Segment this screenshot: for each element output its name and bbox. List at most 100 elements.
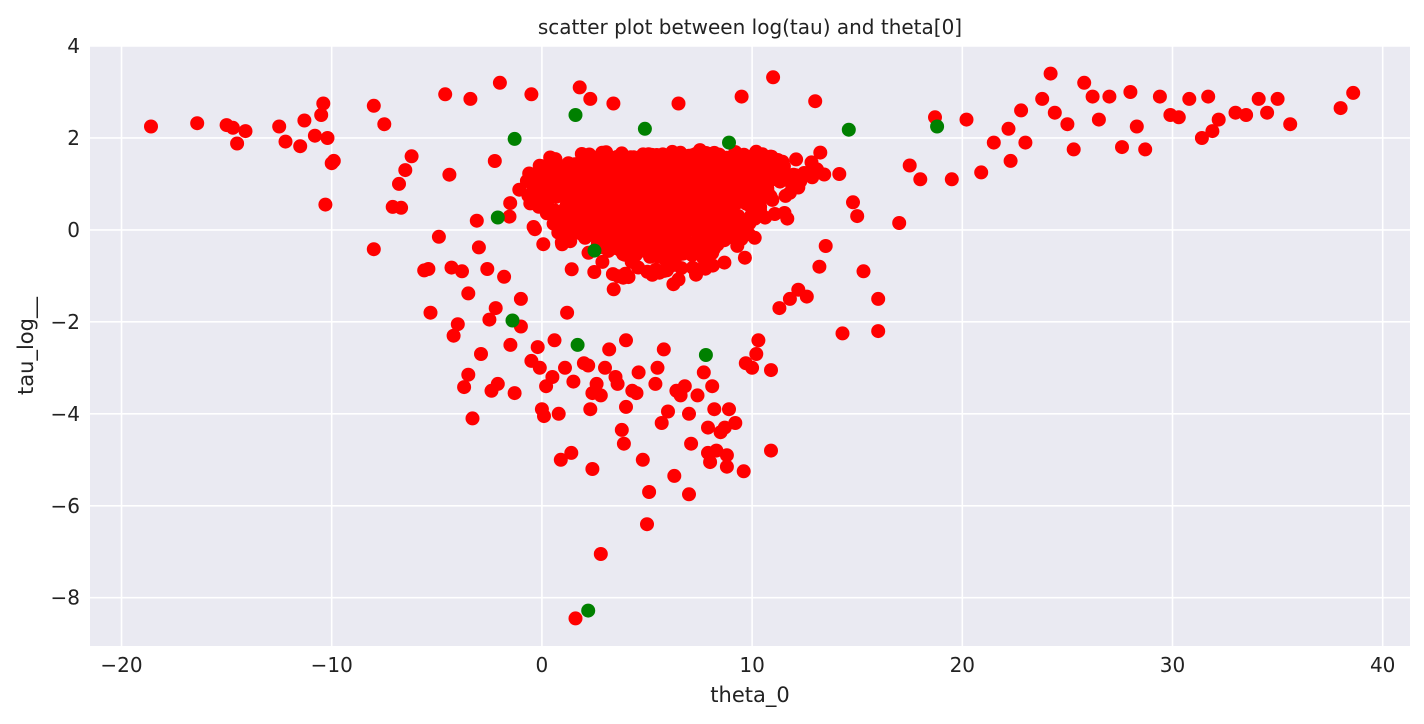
red-point bbox=[1014, 103, 1029, 118]
red-point bbox=[610, 376, 625, 391]
dense-point bbox=[607, 165, 622, 180]
red-point bbox=[728, 416, 743, 430]
red-point bbox=[144, 119, 158, 134]
green-point bbox=[930, 119, 945, 134]
dense-point bbox=[673, 201, 687, 216]
dense-point bbox=[583, 186, 598, 201]
red-point bbox=[818, 239, 833, 253]
dense-point bbox=[741, 177, 756, 192]
red-point bbox=[959, 112, 974, 127]
red-point bbox=[553, 452, 568, 467]
dense-point bbox=[678, 231, 693, 246]
red-point bbox=[564, 445, 579, 460]
dense-point bbox=[681, 181, 696, 195]
red-point bbox=[1239, 108, 1254, 122]
red-point bbox=[1205, 124, 1220, 139]
dense-point bbox=[606, 282, 621, 297]
red-point bbox=[316, 96, 331, 111]
dense-point bbox=[767, 207, 782, 221]
red-point bbox=[696, 365, 711, 380]
red-point bbox=[530, 340, 545, 355]
red-point bbox=[749, 347, 764, 361]
dense-point-cloud bbox=[487, 143, 847, 297]
red-point bbox=[482, 312, 497, 327]
red-point bbox=[461, 286, 476, 301]
green-point bbox=[581, 603, 596, 618]
red-point bbox=[766, 70, 781, 85]
dense-point bbox=[688, 210, 703, 225]
dense-point bbox=[571, 190, 586, 205]
dense-point bbox=[689, 262, 704, 277]
red-point bbox=[682, 406, 696, 421]
red-point bbox=[677, 379, 692, 394]
red-point bbox=[650, 360, 665, 375]
red-point bbox=[635, 452, 650, 467]
red-point bbox=[238, 124, 253, 139]
dense-point bbox=[700, 238, 715, 252]
red-point bbox=[614, 422, 629, 437]
dense-point bbox=[718, 202, 732, 217]
green-point bbox=[637, 121, 652, 136]
red-point bbox=[190, 116, 205, 131]
y-tick-label: 0 bbox=[67, 218, 80, 242]
dense-point bbox=[775, 166, 790, 181]
red-point bbox=[392, 176, 406, 191]
dense-point bbox=[671, 272, 686, 287]
red-point bbox=[272, 119, 287, 134]
red-point bbox=[446, 328, 461, 343]
x-axis-ticks: −20 −10 0 10 20 30 40 bbox=[100, 653, 1395, 677]
dense-point bbox=[813, 145, 828, 160]
y-tick-label: 2 bbox=[67, 126, 80, 150]
green-point bbox=[841, 122, 856, 137]
red-point bbox=[690, 388, 705, 403]
red-point bbox=[568, 611, 583, 626]
red-point bbox=[1066, 142, 1081, 157]
red-point bbox=[585, 462, 600, 476]
dense-point bbox=[627, 233, 642, 248]
red-point bbox=[764, 363, 778, 378]
red-point bbox=[871, 324, 886, 339]
red-point bbox=[642, 485, 657, 499]
red-point bbox=[1152, 89, 1167, 104]
red-point bbox=[1003, 153, 1018, 168]
red-point bbox=[1228, 105, 1243, 120]
red-point bbox=[913, 172, 928, 187]
red-point bbox=[986, 135, 1001, 150]
red-point bbox=[1283, 117, 1298, 132]
red-point bbox=[442, 167, 457, 182]
y-tick-label: 4 bbox=[67, 34, 80, 58]
red-point bbox=[1138, 142, 1153, 157]
red-point bbox=[537, 409, 551, 424]
red-point bbox=[469, 213, 484, 228]
red-point bbox=[497, 269, 512, 284]
x-axis-label: theta_0 bbox=[710, 683, 789, 708]
dense-point bbox=[503, 196, 518, 211]
dense-point bbox=[583, 199, 598, 214]
dense-point bbox=[732, 194, 747, 209]
dense-point bbox=[571, 159, 586, 174]
red-point bbox=[892, 216, 907, 230]
dense-point bbox=[523, 196, 538, 211]
red-point bbox=[297, 113, 312, 128]
red-point bbox=[1194, 131, 1209, 145]
red-point bbox=[423, 305, 438, 320]
y-axis-label: tau_log__ bbox=[14, 297, 39, 395]
red-point bbox=[707, 402, 722, 417]
red-point bbox=[394, 200, 409, 215]
dense-point bbox=[717, 255, 732, 270]
dense-point bbox=[692, 224, 706, 239]
red-point bbox=[856, 264, 871, 279]
red-point bbox=[846, 195, 860, 210]
dense-point bbox=[780, 211, 795, 226]
red-point bbox=[616, 436, 631, 451]
red-point bbox=[471, 240, 486, 255]
dense-point bbox=[545, 184, 560, 199]
red-point bbox=[648, 376, 663, 391]
red-point bbox=[1060, 117, 1075, 132]
red-point bbox=[1270, 91, 1285, 106]
red-point bbox=[503, 337, 518, 352]
dense-point bbox=[539, 206, 554, 221]
dense-point bbox=[669, 217, 684, 232]
dense-point bbox=[637, 175, 652, 189]
red-point bbox=[682, 487, 696, 502]
